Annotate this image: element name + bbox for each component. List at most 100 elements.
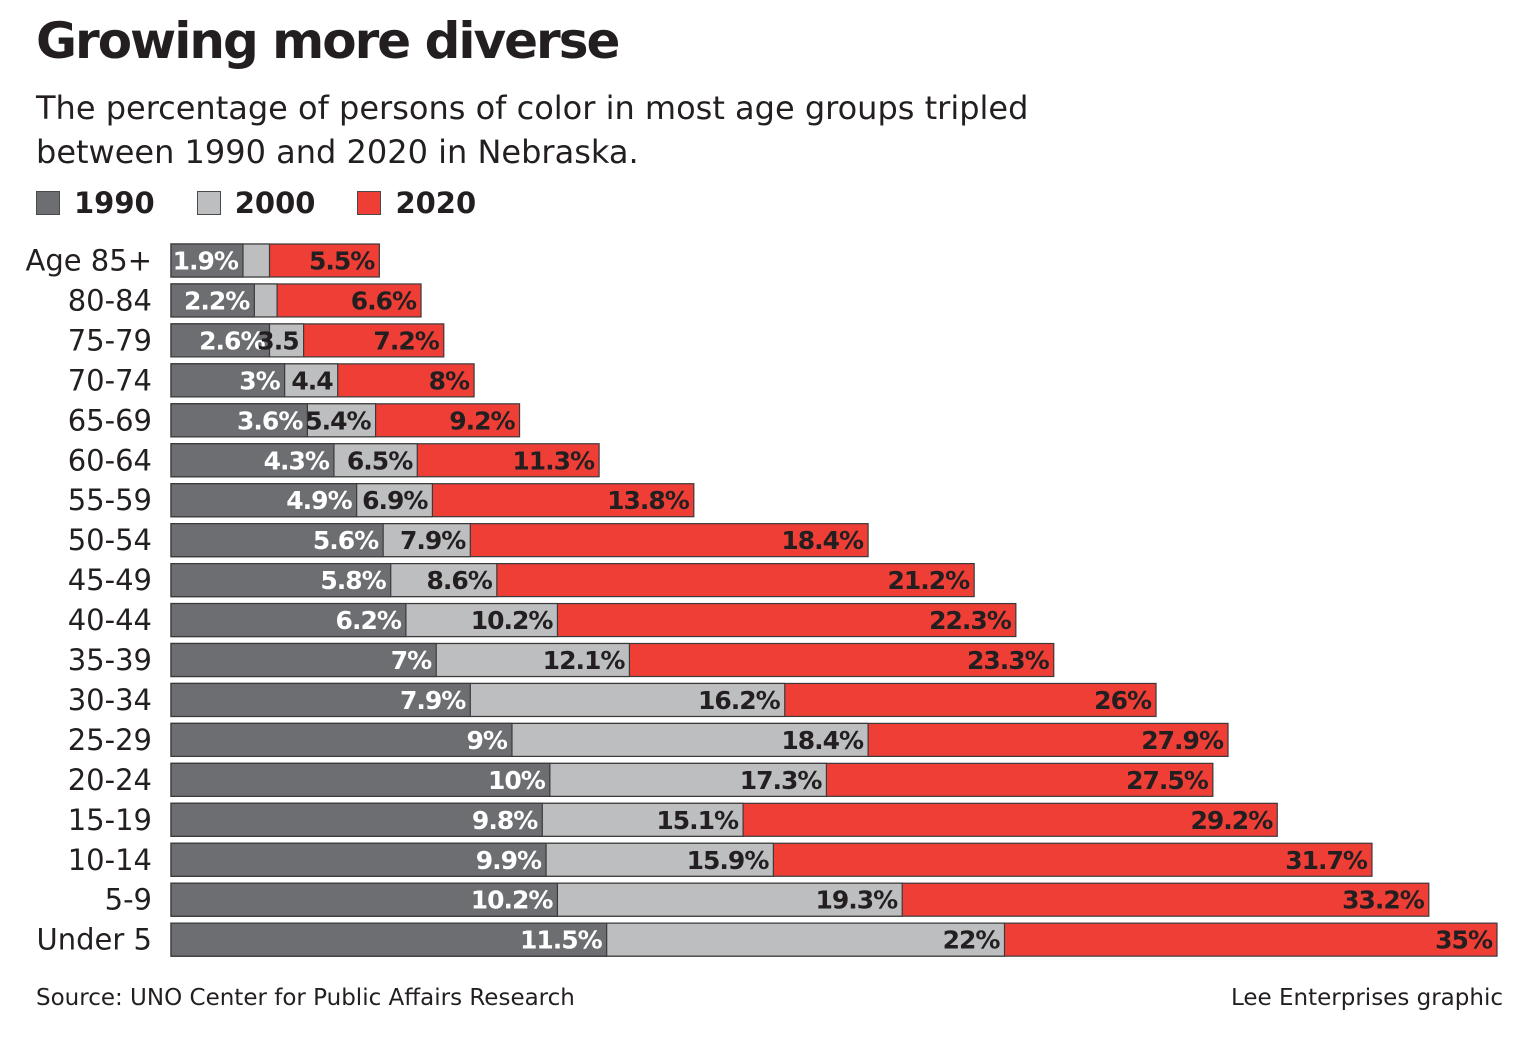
data-label-2000: 16.2% (698, 686, 781, 715)
bar-group-80-84: 80-84 2.2% 6.6% (68, 283, 422, 318)
category-label: 40-44 (68, 603, 152, 637)
bar-1990 (170, 443, 335, 478)
data-label-2000: 6.9% (362, 486, 428, 515)
bar-group-under-5: Under 5 11.5% 22% 35% (37, 922, 1498, 957)
bar-1990 (170, 682, 471, 718)
data-label-1990: 9% (467, 726, 508, 755)
bar-group-20-24: 20-24 10% 17.3% 27.5% (68, 762, 1214, 797)
chart-subtitle: The percentage of persons of color in mo… (36, 89, 1029, 171)
data-label-1990: 3% (239, 366, 280, 395)
bar-group-65-69: 65-69 3.6% 5.4% 9.2% (68, 403, 521, 438)
data-label-1990: 11.5% (520, 926, 603, 955)
bar-1990 (170, 243, 244, 278)
bar-group-55-59: 55-59 4.9% 6.9% 13.8% (68, 483, 695, 518)
data-label-2020: 6.6% (351, 286, 417, 315)
bar-1990 (170, 483, 358, 518)
data-label-1990: 9.9% (476, 846, 542, 875)
bar-1990 (170, 323, 271, 358)
data-label-2020: 23.3% (967, 646, 1050, 675)
category-label: 75-79 (68, 323, 152, 357)
data-label-2000: 15.9% (687, 846, 770, 875)
category-label: 35-39 (68, 643, 152, 677)
data-label-2000: 5.4% (305, 406, 371, 435)
category-label: 30-34 (68, 683, 152, 717)
legend-item-2000: 2000 (196, 186, 316, 220)
data-label-1990: 9.8% (472, 806, 538, 835)
data-label-2000: 10.2% (471, 606, 554, 635)
data-label-1990: 6.2% (336, 606, 402, 635)
data-label-2020: 35% (1435, 926, 1493, 955)
data-label-2000: 7.9% (400, 526, 466, 555)
bar-1990 (170, 762, 551, 797)
data-label-2000: 6.5% (347, 446, 413, 475)
bar-1990 (170, 283, 255, 318)
category-label: 25-29 (68, 723, 152, 757)
legend-label-2020: 2020 (395, 186, 477, 220)
data-label-1990: 4.3% (264, 446, 330, 475)
source-note: Source: UNO Center for Public Affairs Re… (36, 985, 575, 1011)
bar-group-45-49: 45-49 5.8% 8.6% 21.2% (68, 562, 975, 598)
data-label-2020: 7.2% (373, 326, 439, 355)
bar-group-15-19: 15-19 9.8% 15.1% 29.2% (68, 802, 1278, 837)
bar-1990 (170, 922, 608, 957)
data-label-2020: 33.2% (1342, 886, 1425, 915)
category-label: 60-64 (68, 443, 152, 477)
data-label-2020: 27.9% (1141, 726, 1224, 755)
data-label-2000: 17.3% (740, 766, 823, 795)
data-label-1990: 2.2% (184, 286, 250, 315)
category-label: 50-54 (68, 523, 152, 557)
category-label: Age 85+ (25, 244, 152, 278)
bar-1990 (170, 642, 437, 678)
category-label: 15-19 (68, 803, 152, 837)
bar-group-35-39: 35-39 7% 12.1% 23.3% (68, 642, 1055, 678)
data-label-2020: 13.8% (607, 486, 690, 515)
data-label-2020: 31.7% (1285, 846, 1368, 875)
data-label-1990: 10.2% (471, 886, 554, 915)
legend-swatch-1990 (36, 191, 60, 215)
bar-group-60-64: 60-64 4.3% 6.5% 11.3% (68, 443, 600, 478)
bar-1990 (170, 802, 543, 837)
category-label: 20-24 (68, 763, 152, 797)
bar-1990 (170, 722, 513, 758)
bar-group-25-29: 25-29 9% 18.4% 27.9% (68, 722, 1229, 758)
category-label: Under 5 (37, 923, 152, 957)
data-label-1990: 10% (488, 766, 546, 795)
data-label-2000: 15.1% (656, 806, 739, 835)
data-label-1990: 2.6% (199, 326, 265, 355)
legend-swatch-2020 (357, 191, 382, 215)
data-label-1990: 7.9% (400, 686, 466, 715)
category-label: 10-14 (68, 843, 152, 877)
bar-1990 (170, 842, 547, 877)
data-label-2000: 19.3% (815, 886, 898, 915)
data-label-2020: 9.2% (449, 406, 515, 435)
category-label: 5-9 (105, 883, 152, 917)
category-label: 55-59 (68, 483, 152, 517)
data-label-2020: 27.5% (1126, 766, 1209, 795)
category-label: 70-74 (68, 363, 152, 397)
legend-item-2020: 2020 (357, 186, 476, 220)
bar-1990 (170, 562, 392, 598)
category-label: 45-49 (68, 563, 152, 597)
data-label-1990: 5.6% (313, 526, 379, 555)
data-label-1990: 3.6% (237, 406, 303, 435)
data-label-2020: 5.5% (309, 247, 375, 276)
data-label-2020: 22.3% (929, 606, 1012, 635)
data-label-2020: 8% (429, 366, 470, 395)
data-label-2000: 18.4% (781, 726, 864, 755)
legend: 1990 2000 2020 (36, 186, 518, 220)
data-label-2020: 21.2% (887, 566, 970, 595)
data-label-2020: 18.4% (781, 526, 864, 555)
bar-1990 (170, 882, 559, 917)
data-label-1990: 4.9% (286, 486, 352, 515)
data-label-2000: 3.5 (257, 326, 298, 355)
bar-group-70-74: 70-74 3% 4.4 8% (68, 363, 475, 398)
legend-label-2000: 2000 (234, 186, 316, 220)
bar-group-5-9: 5-9 10.2% 19.3% 33.2% (105, 882, 1430, 917)
data-label-2000: 8.6% (426, 566, 492, 595)
data-label-2000: 4.4 (291, 366, 333, 395)
chart-title: Growing more diverse (36, 12, 620, 70)
category-label: 80-84 (68, 283, 152, 317)
legend-label-1990: 1990 (74, 186, 155, 220)
credit-note: Lee Enterprises graphic (1231, 985, 1503, 1011)
